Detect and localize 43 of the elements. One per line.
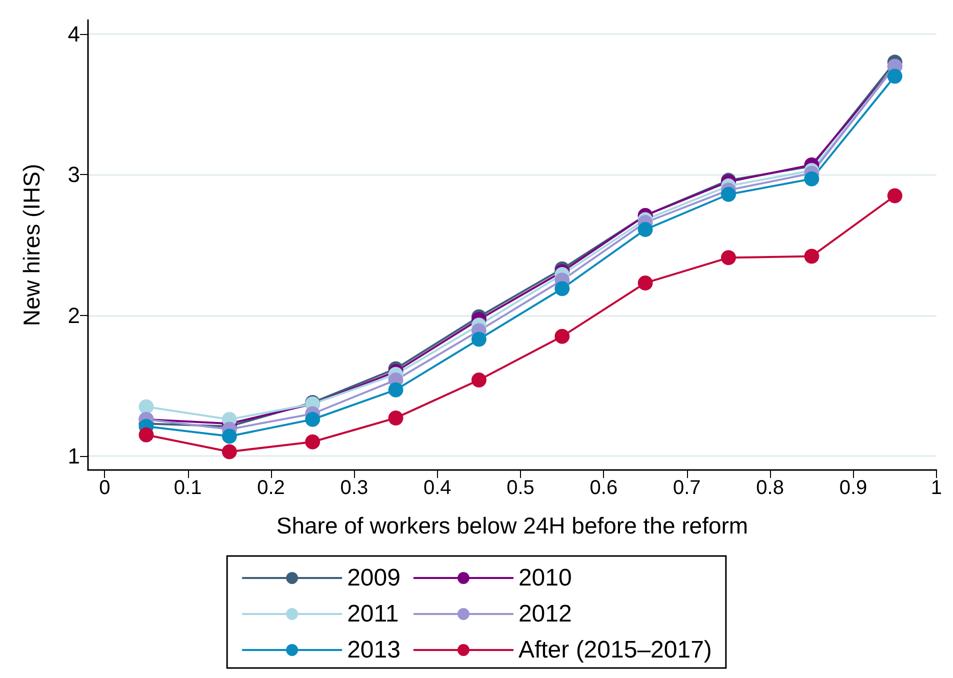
point [388,410,404,426]
point [388,382,404,398]
point [554,328,570,344]
point [721,186,736,202]
point [471,332,486,347]
y-tick-label: 1 [68,443,80,468]
x-tick-label: 0.3 [340,477,368,499]
y-tick-label: 2 [68,302,80,328]
point [554,281,570,296]
y-axis-title: New hires (IHS) [18,164,44,326]
legend-label: After (2015–2017) [518,636,712,664]
x-tick-label: 0.4 [423,477,452,499]
point [638,275,653,290]
legend-label: 2011 [347,600,399,628]
y-tick-label: 4 [68,22,80,47]
x-tick-label: 0.7 [672,477,701,499]
y-tick-label: 3 [68,162,80,188]
x-tick-label: 0.9 [839,477,868,499]
x-tick-label: 0.6 [590,477,618,499]
point [887,188,902,204]
point [887,68,902,84]
x-tick-label: 0.2 [257,477,285,499]
legend-label: 2009 [347,564,400,592]
point [804,171,820,186]
point [305,434,320,450]
x-tick-label: 0.8 [756,477,784,499]
point [222,428,237,444]
point [138,399,154,414]
point [222,444,237,460]
legend-label: 2013 [347,636,400,664]
legend-label: 2010 [518,564,572,592]
legend-label: 2012 [518,600,572,628]
x-tick-label: 1 [930,477,942,499]
point [138,427,154,442]
point [305,412,320,427]
x-tick-label: 0.5 [506,477,534,499]
point [721,250,736,266]
x-axis-title: Share of workers below 24H before the reform [276,512,748,538]
x-tick-label: 0 [99,477,110,499]
point [471,372,486,388]
point [804,248,820,264]
point [638,222,653,238]
x-tick-label: 0.1 [174,477,202,499]
